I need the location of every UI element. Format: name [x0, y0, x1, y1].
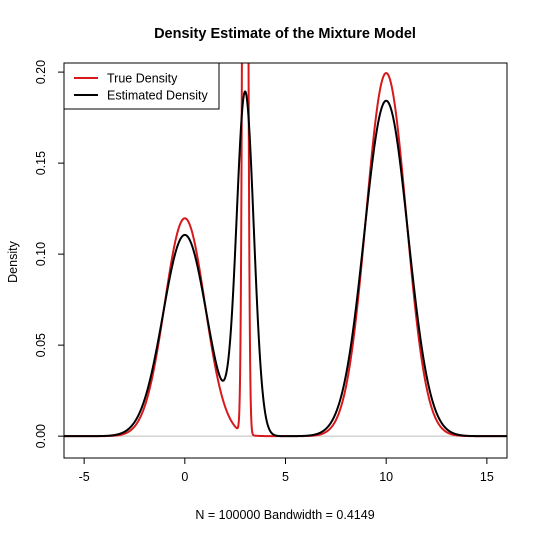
plot-area	[64, 63, 507, 438]
legend-box	[63, 62, 220, 110]
y-tick-label: 0.10	[34, 242, 48, 266]
legend-label: Estimated Density	[107, 89, 208, 103]
y-tick-label: 0.05	[34, 333, 48, 357]
x-tick-label: 0	[181, 470, 188, 484]
x-tick-label: 10	[379, 470, 393, 484]
axes: -5 0 5 10 15 0.00 0.05 0.10 0.15 0.20	[34, 60, 508, 484]
series-line-estimated-density	[64, 90, 507, 438]
series-group	[64, 63, 507, 438]
legend: True Density Estimated Density	[63, 62, 220, 110]
y-tick-label: 0.15	[34, 151, 48, 175]
y-axis-label: Density	[6, 240, 20, 282]
x-tick-label: 15	[480, 470, 494, 484]
x-axis-label: N = 100000 Bandwidth = 0.4149	[195, 508, 374, 522]
x-tick-label: 5	[282, 470, 289, 484]
x-tick-label: -5	[79, 470, 90, 484]
legend-label: True Density	[107, 72, 178, 86]
chart-title: Density Estimate of the Mixture Model	[154, 26, 416, 42]
y-tick-label: 0.20	[34, 60, 48, 84]
y-tick-label: 0.00	[34, 424, 48, 448]
